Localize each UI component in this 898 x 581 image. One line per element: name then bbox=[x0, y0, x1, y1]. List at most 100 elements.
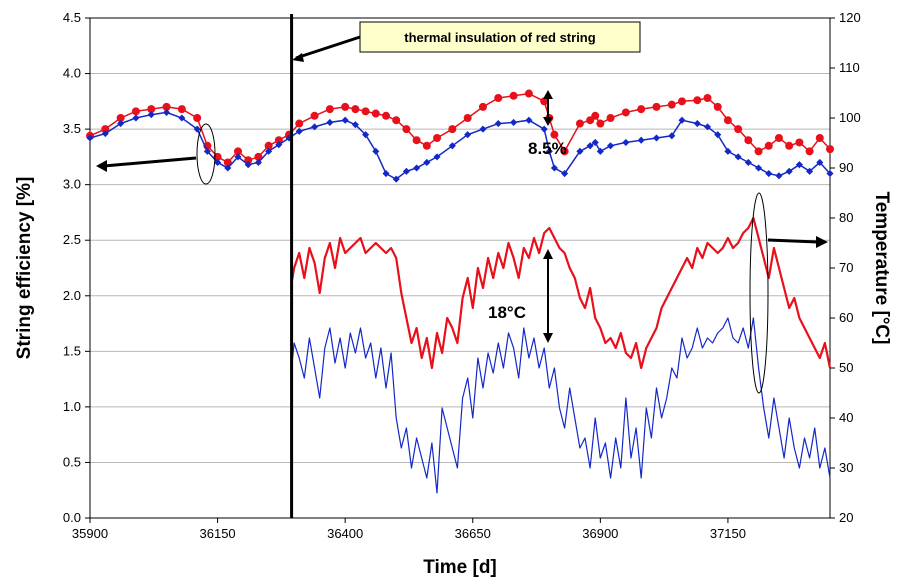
left-axis-ticks: 0.0 0.5 1.0 1.5 2.0 2.5 3.0 3.5 4.0 4.5 bbox=[63, 10, 90, 525]
data-point bbox=[524, 89, 533, 98]
data-point bbox=[412, 136, 421, 145]
data-point bbox=[668, 132, 676, 140]
data-point bbox=[193, 114, 202, 122]
data-point bbox=[203, 147, 211, 155]
series-line bbox=[290, 216, 832, 370]
x-tick-label: 36650 bbox=[455, 526, 491, 541]
data-point bbox=[422, 141, 431, 150]
data-point bbox=[596, 147, 604, 155]
data-point bbox=[361, 107, 370, 116]
data-point bbox=[510, 118, 518, 126]
data-point bbox=[785, 167, 793, 175]
data-point bbox=[265, 147, 273, 155]
series-blue-left bbox=[86, 108, 834, 183]
data-point bbox=[341, 102, 350, 111]
left-tick-label: 3.5 bbox=[63, 121, 81, 136]
data-point bbox=[575, 119, 584, 128]
data-point bbox=[117, 120, 125, 128]
efficiency-gap-arrow bbox=[543, 90, 553, 126]
data-point bbox=[795, 138, 804, 147]
data-point bbox=[622, 138, 630, 146]
data-point bbox=[382, 111, 390, 120]
series-red-right bbox=[290, 216, 832, 370]
data-point bbox=[382, 170, 390, 178]
data-point bbox=[448, 142, 456, 150]
x-axis-title: Time [d] bbox=[423, 557, 497, 578]
callout-text: thermal insulation of red string bbox=[404, 30, 595, 45]
data-point bbox=[274, 136, 283, 145]
data-point bbox=[785, 141, 794, 150]
data-point bbox=[652, 102, 661, 111]
data-point bbox=[351, 105, 360, 114]
data-point bbox=[223, 158, 232, 167]
data-point bbox=[244, 161, 252, 169]
data-point bbox=[678, 97, 686, 106]
right-axis-ticks: 20 30 40 50 60 70 80 90 100 110 120 bbox=[830, 10, 861, 525]
data-point bbox=[372, 147, 380, 155]
data-point bbox=[724, 147, 732, 155]
data-point bbox=[755, 164, 763, 172]
left-tick-label: 4.5 bbox=[63, 10, 81, 25]
data-point bbox=[509, 91, 518, 100]
series-line bbox=[89, 92, 831, 164]
x-tick-label: 35900 bbox=[72, 526, 108, 541]
efficiency-gap-label: 8.5% bbox=[528, 139, 567, 158]
data-point bbox=[765, 170, 773, 178]
left-axis-arrow bbox=[96, 123, 216, 185]
callout-box: thermal insulation of red string bbox=[292, 21, 641, 62]
data-point bbox=[561, 170, 569, 178]
left-tick-label: 2.5 bbox=[63, 232, 81, 247]
data-point bbox=[795, 161, 803, 169]
data-point bbox=[310, 111, 319, 120]
data-point bbox=[734, 125, 743, 134]
left-tick-label: 1.0 bbox=[63, 399, 81, 414]
data-point bbox=[132, 114, 140, 122]
data-point bbox=[326, 118, 334, 126]
right-tick-label: 40 bbox=[839, 410, 853, 425]
data-point bbox=[213, 152, 222, 161]
data-point bbox=[525, 116, 533, 124]
right-axis-arrow bbox=[749, 192, 828, 394]
right-tick-label: 70 bbox=[839, 260, 853, 275]
right-tick-label: 60 bbox=[839, 310, 853, 325]
x-tick-label: 36900 bbox=[582, 526, 618, 541]
data-point bbox=[764, 141, 773, 150]
data-point bbox=[744, 158, 752, 166]
data-point bbox=[545, 147, 553, 155]
series-line bbox=[89, 111, 831, 180]
x-tick-label: 37150 bbox=[710, 526, 746, 541]
data-point bbox=[637, 105, 646, 114]
x-tick-label: 36400 bbox=[327, 526, 363, 541]
data-point bbox=[214, 158, 222, 166]
left-tick-label: 1.5 bbox=[63, 343, 81, 358]
data-point bbox=[448, 125, 457, 134]
data-point bbox=[703, 94, 712, 102]
data-point bbox=[254, 152, 263, 161]
data-point bbox=[596, 119, 605, 128]
data-point bbox=[586, 142, 594, 150]
data-point bbox=[607, 142, 615, 150]
data-point bbox=[703, 123, 712, 131]
data-point bbox=[591, 138, 599, 146]
data-point bbox=[413, 164, 421, 172]
right-tick-label: 110 bbox=[839, 60, 860, 75]
data-point bbox=[479, 125, 487, 133]
data-point bbox=[295, 127, 303, 135]
callout-arrow bbox=[295, 35, 361, 60]
data-point bbox=[147, 111, 155, 119]
right-tick-label: 30 bbox=[839, 460, 853, 475]
x-axis-ticks: 35900 36150 36400 36650 36900 37150 bbox=[72, 518, 746, 541]
data-point bbox=[162, 102, 171, 111]
data-point bbox=[101, 130, 109, 138]
data-point bbox=[86, 134, 94, 142]
data-point bbox=[463, 114, 472, 122]
left-tick-label: 3.0 bbox=[63, 177, 81, 192]
data-point bbox=[576, 147, 584, 155]
data-point bbox=[478, 102, 487, 111]
data-point bbox=[244, 156, 253, 165]
data-point bbox=[494, 120, 502, 128]
data-point bbox=[606, 114, 615, 122]
data-point bbox=[621, 108, 630, 117]
data-point bbox=[667, 100, 676, 109]
